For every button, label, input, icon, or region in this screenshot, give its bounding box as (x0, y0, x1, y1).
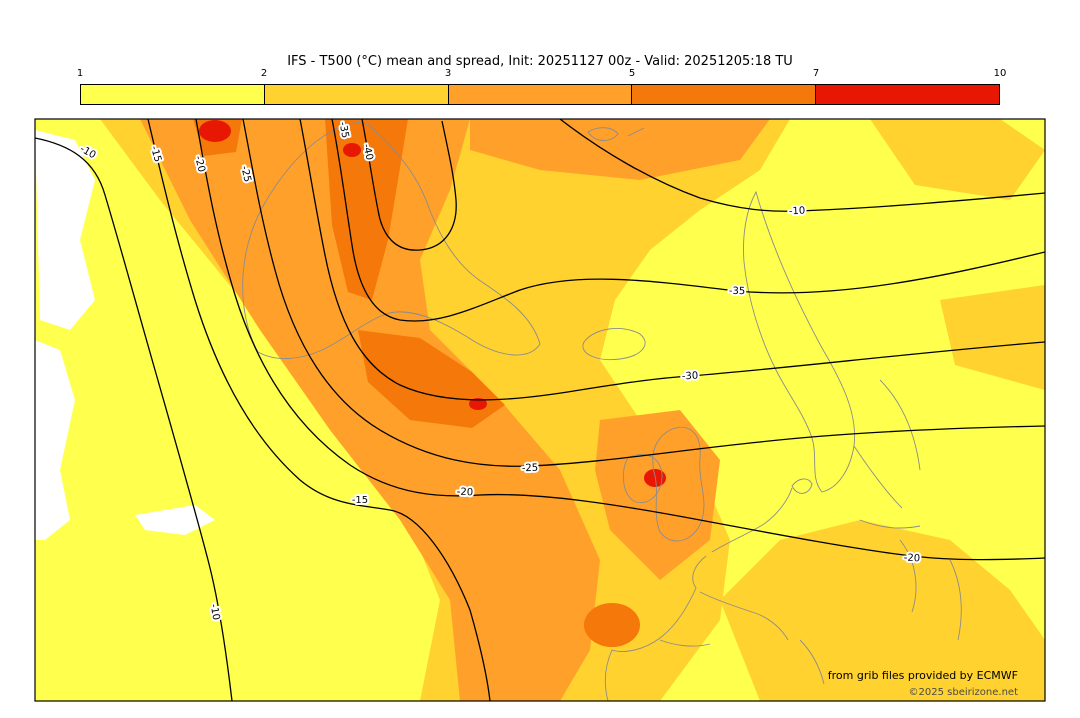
legend-tick: 5 (628, 68, 636, 79)
coastline-iceland (582, 328, 646, 361)
contour-line--35 (331, 119, 1045, 322)
contour-line--40 (361, 119, 457, 251)
spread-band-lt-1 (35, 340, 75, 540)
spread-band-5-7 (584, 603, 640, 647)
contour-line--15 (147, 119, 491, 701)
spread-band-5-7 (325, 119, 408, 300)
spread-band-3-5 (470, 119, 770, 180)
coastline-great-britain (652, 426, 705, 542)
map-frame (34, 118, 1046, 702)
legend-tick: 7 (812, 68, 820, 79)
contour-label: -40 (360, 143, 374, 161)
coastline-greenland (242, 122, 541, 360)
contour-line--20 (195, 119, 1045, 561)
colorbar-segment (81, 85, 265, 104)
contour-label: -35 (729, 286, 746, 298)
contour-label: -35 (337, 121, 351, 139)
spread-band-2-3 (940, 285, 1045, 390)
legend-tick: 1 (76, 68, 84, 79)
attribution-copyright: ©2025 sbeirizone.net (908, 687, 1018, 698)
spread-band-2-3 (870, 119, 1045, 200)
coastline-france-iberia (604, 555, 789, 701)
colorbar-segment (264, 85, 449, 104)
legend-tick: 3 (444, 68, 452, 79)
colorbar-segment (816, 85, 999, 104)
contour-label: -20 (457, 487, 474, 499)
page-title: IFS - T500 (°C) mean and spread, Init: 2… (287, 54, 793, 69)
contour-label: -25 (522, 463, 539, 475)
colorbar-segment (448, 85, 633, 104)
contour-layer (35, 119, 1045, 701)
spread-fill-layer-orange (140, 119, 770, 701)
contour-label: -10 (208, 603, 222, 621)
spread-band-7-10 (199, 120, 231, 142)
border-central-europe (799, 519, 962, 685)
spread-band-2-3 (720, 520, 1045, 701)
coastline-scandinavia (743, 190, 856, 493)
spread-band-7-10 (469, 398, 487, 410)
coastline-north-sea (711, 487, 793, 553)
coastline-denmark (791, 478, 813, 494)
legend-tick: 2 (260, 68, 268, 79)
colorbar-segment (632, 85, 817, 104)
coastline-ireland (622, 454, 663, 504)
contour-line--30 (299, 119, 1045, 401)
contour-line--25 (242, 119, 1045, 467)
contour-label: -30 (682, 371, 699, 383)
legend-tick: 10 (993, 68, 1007, 79)
coastline-svalbard (587, 127, 645, 141)
spread-band-lt-1 (35, 130, 95, 330)
spread-fill-layer-deep-orange (193, 119, 640, 647)
attribution-ecmwf: from grib files provided by ECMWF (827, 669, 1018, 682)
spread-band-5-7 (358, 330, 505, 428)
spread-band-7-10 (343, 143, 361, 157)
legend-tick-labels: 1 2 3 5 7 10 (76, 68, 1007, 82)
contour-label: -15 (352, 495, 368, 506)
contour-label: -10 (789, 206, 806, 218)
contour-label: -20 (904, 553, 921, 565)
contour-line--10-east (559, 119, 1045, 212)
spread-band-3-5 (140, 119, 600, 701)
spread-colorbar (80, 84, 1000, 105)
coastline-baltic (853, 379, 921, 509)
contour-line--10-west (35, 137, 233, 701)
coastline-layer (242, 122, 962, 701)
